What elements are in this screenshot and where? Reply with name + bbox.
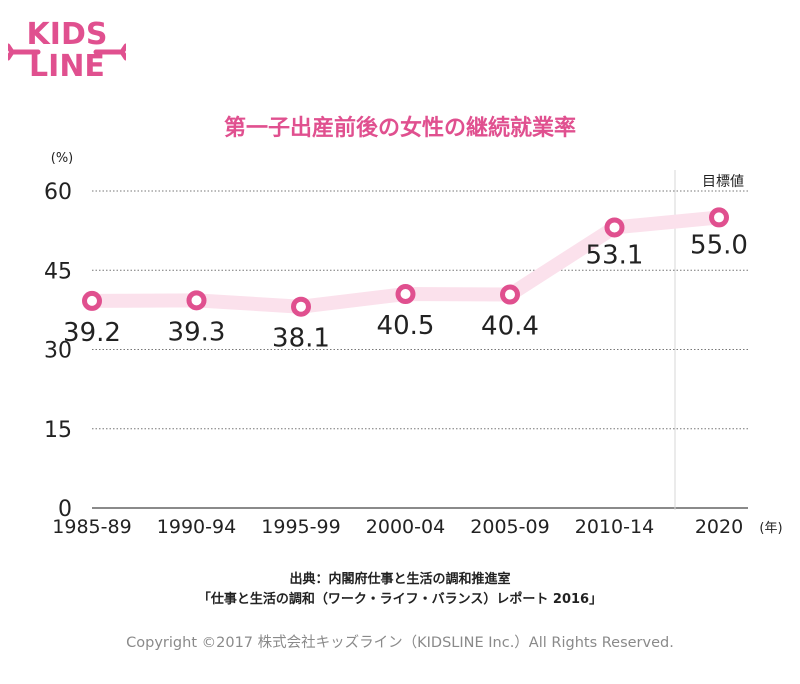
y-axis-ticks: 0 15 30 45 60	[44, 180, 72, 522]
source-line-2: 「仕事と生活の調和（ワーク・ライフ・バランス）レポート 2016」	[197, 592, 603, 607]
data-label: 39.2	[63, 318, 121, 348]
line-chart: 目標値 (%) (年) 0 15 30 45 60 1985-89 1990-94 1995…	[44, 151, 783, 538]
logo-text-bottom: LINE	[29, 49, 105, 80]
y-tick-label: 0	[58, 497, 72, 522]
data-label: 55.0	[690, 230, 748, 260]
data-label: 53.1	[586, 240, 644, 270]
source-note: 出典：内閣府仕事と生活の調和推進室 「仕事と生活の調和（ワーク・ライフ・バランス…	[0, 570, 800, 610]
y-tick-label: 15	[44, 418, 72, 443]
logo-arms	[8, 43, 126, 61]
copyright: Copyright ©2017 株式会社キッズライン（KIDSLINE Inc.…	[126, 635, 674, 651]
data-label: 38.1	[272, 324, 330, 354]
data-point	[186, 290, 207, 311]
x-tick-label: 1985-89	[52, 516, 131, 538]
x-tick-label: 2005-09	[470, 516, 549, 538]
x-tick-label: 2000-04	[366, 516, 445, 538]
x-axis-ticks: 1985-89 1990-94 1995-99 2000-04 2005-09 2010-…	[52, 516, 743, 538]
y-tick-label: 45	[44, 259, 72, 284]
logo-text-top: KIDS	[27, 17, 108, 52]
data-label: 39.3	[168, 317, 226, 347]
data-label: 40.5	[377, 311, 435, 341]
x-tick-label: 2010-14	[575, 516, 654, 538]
data-point	[709, 207, 729, 228]
x-unit-label: (年)	[759, 521, 782, 536]
data-point	[82, 290, 102, 311]
data-point	[395, 284, 416, 305]
chart-title: 第一子出産前後の女性の継続就業率	[223, 116, 576, 141]
source-line-1: 出典：内閣府仕事と生活の調和推進室	[289, 572, 511, 587]
kidsline-logo: KIDS LINE	[8, 17, 126, 80]
y-tick-label: 30	[44, 339, 72, 364]
y-tick-label: 60	[44, 180, 72, 205]
x-tick-label: 2020	[695, 516, 743, 538]
x-tick-label: 1995-99	[261, 516, 340, 538]
data-markers	[82, 207, 729, 317]
target-label: 目標値	[702, 174, 744, 190]
y-unit-label: (%)	[51, 151, 74, 166]
data-point	[291, 296, 311, 317]
data-label: 40.4	[481, 312, 539, 342]
data-labels: 39.2 39.3 38.1 40.5 40.4 53.1 55.0	[63, 230, 748, 353]
data-point	[604, 217, 625, 238]
data-point	[500, 284, 520, 305]
grid-lines	[92, 190, 748, 509]
x-tick-label: 1990-94	[157, 516, 236, 538]
